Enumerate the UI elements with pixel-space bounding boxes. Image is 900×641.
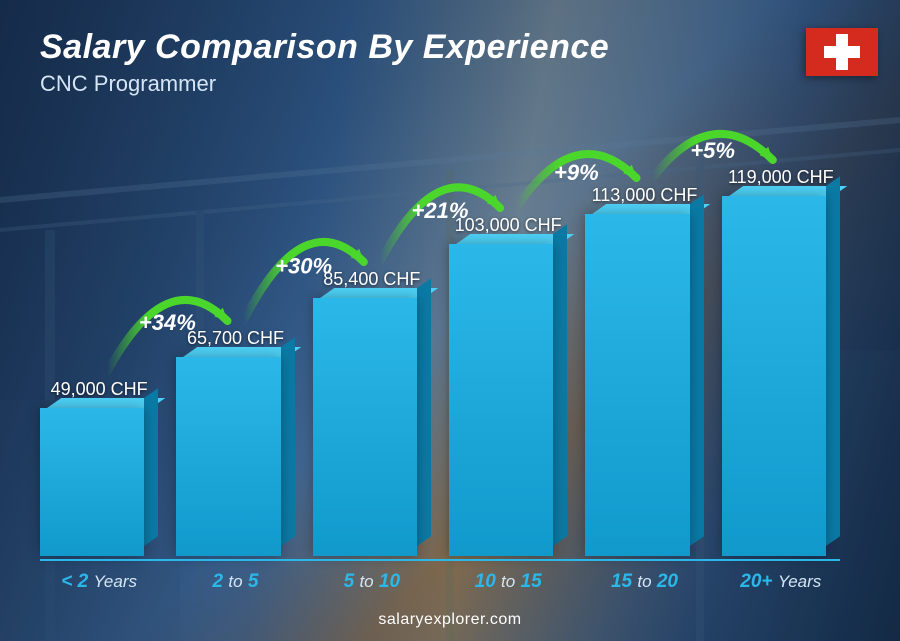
x-axis-label: 15 to 20	[585, 571, 703, 593]
bar-value-label: 65,700 CHF	[187, 328, 284, 349]
swiss-flag-icon	[806, 28, 878, 76]
x-axis-label: 2 to 5	[176, 571, 294, 593]
increase-arc: +34%	[40, 110, 840, 556]
bar-value-label: 85,400 CHF	[323, 269, 420, 290]
bar	[449, 244, 567, 556]
bar-value-label: 113,000 CHF	[592, 185, 698, 206]
bar-front-face	[585, 214, 689, 556]
bar-value-label: 103,000 CHF	[455, 215, 562, 236]
x-axis-label: 5 to 10	[313, 571, 431, 593]
bar-slot: 103,000 CHF	[449, 110, 567, 556]
bar	[40, 408, 158, 556]
bar-side-face	[553, 224, 567, 546]
bar-slot: 85,400 CHF	[313, 110, 431, 556]
increase-arc: +5%	[40, 110, 840, 556]
x-axis-label: 20+ Years	[722, 571, 840, 593]
x-axis: < 2 Years 2 to 5 5 to 10 10 to 15 15 to 20 20…	[40, 559, 840, 593]
bar	[585, 214, 703, 556]
bar	[313, 298, 431, 556]
bar-side-face	[281, 337, 295, 546]
increase-arc: +21%	[40, 110, 840, 556]
bar-value-label: 119,000 CHF	[728, 167, 834, 188]
bar-slot: 119,000 CHF	[722, 110, 840, 556]
bar-slot: 49,000 CHF	[40, 110, 158, 556]
header: Salary Comparison By Experience CNC Prog…	[40, 28, 860, 97]
bar-front-face	[313, 298, 417, 556]
bar-side-face	[144, 388, 158, 546]
increase-arc: +30%	[40, 110, 840, 556]
footer-attribution: salaryexplorer.com	[0, 611, 900, 629]
page-subtitle: CNC Programmer	[40, 71, 860, 97]
bar	[722, 196, 840, 556]
bar-side-face	[417, 278, 431, 546]
bar-value-label: 49,000 CHF	[51, 379, 148, 400]
bar-side-face	[690, 194, 704, 546]
bar	[176, 357, 294, 556]
bar-front-face	[722, 196, 826, 556]
bar-front-face	[449, 244, 553, 556]
bar-chart: 49,000 CHF 65,700 CHF 85,400 CHF 103,000 CH…	[40, 110, 840, 556]
page-title: Salary Comparison By Experience	[40, 28, 860, 67]
x-axis-label: < 2 Years	[40, 571, 158, 593]
bar-slot: 113,000 CHF	[585, 110, 703, 556]
bar-front-face	[176, 357, 280, 556]
bar-side-face	[826, 176, 840, 546]
increase-arc: +9%	[40, 110, 840, 556]
bar-front-face	[40, 408, 144, 556]
container: Salary Comparison By Experience CNC Prog…	[0, 0, 900, 641]
x-axis-label: 10 to 15	[449, 571, 567, 593]
bar-slot: 65,700 CHF	[176, 110, 294, 556]
